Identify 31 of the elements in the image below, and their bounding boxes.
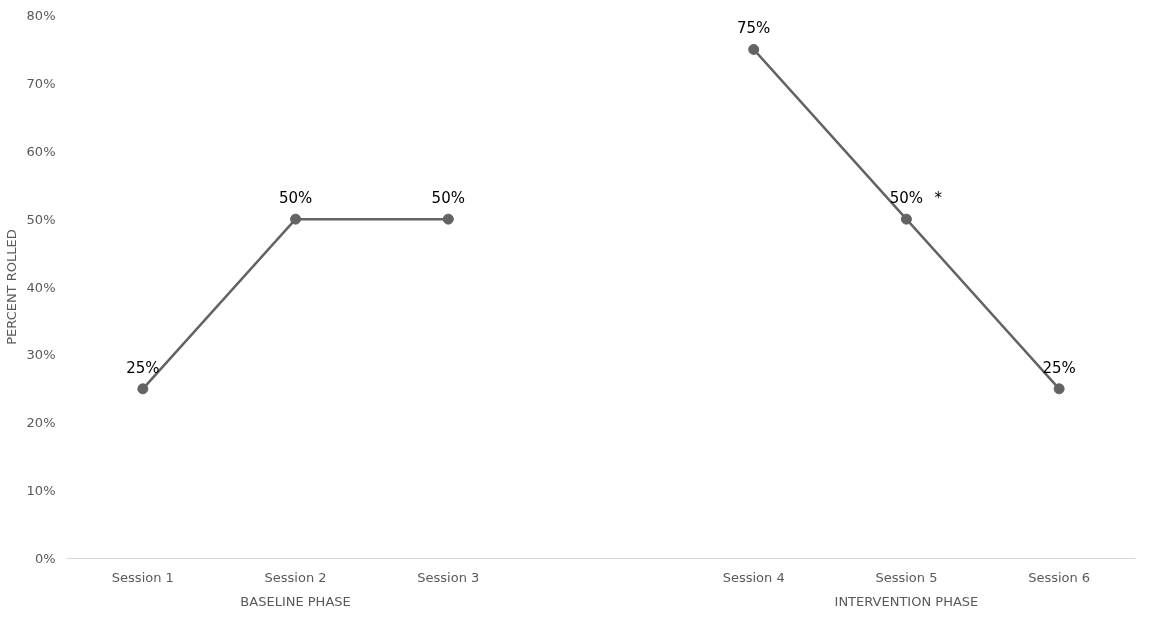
point [290,213,302,225]
y-tick-label: 20% [26,415,56,431]
data-label: 75% [737,19,771,38]
y-axis-title: PERCENT ROLLED [3,229,19,345]
x-tick-label: Session 5 [875,569,938,585]
point [1053,383,1065,395]
text: INTERVENTION PHASE [834,593,979,609]
data-label: 25% [126,358,160,377]
data-label: 50% [278,189,313,208]
text: BASELINE PHASE [240,593,351,609]
data-label: 50% [431,189,465,208]
x-tick-label: Session 1 [111,569,174,585]
point [748,43,760,55]
data-label: 25% [1042,358,1076,377]
point [900,213,912,225]
data-label: 50% [889,189,924,208]
x-tick-label: Session 3 [417,569,480,585]
y-tick-label: 0% [34,551,56,566]
y-tick-label: 80% [26,8,56,23]
y-tick-label: 60% [26,143,56,159]
x-tick-label: Session 6 [1028,569,1091,585]
y-tick-label: 40% [26,279,56,295]
y-tick-label: 10% [26,483,56,499]
point [442,213,454,225]
x-tick-label: Session 4 [722,569,785,585]
annotation: * [934,189,943,208]
y-tick-label: 50% [26,211,56,227]
x-tick-label: Session 2 [264,569,327,585]
y-tick-label: 30% [26,347,56,363]
y-tick-label: 70% [26,75,56,91]
point [137,383,149,395]
